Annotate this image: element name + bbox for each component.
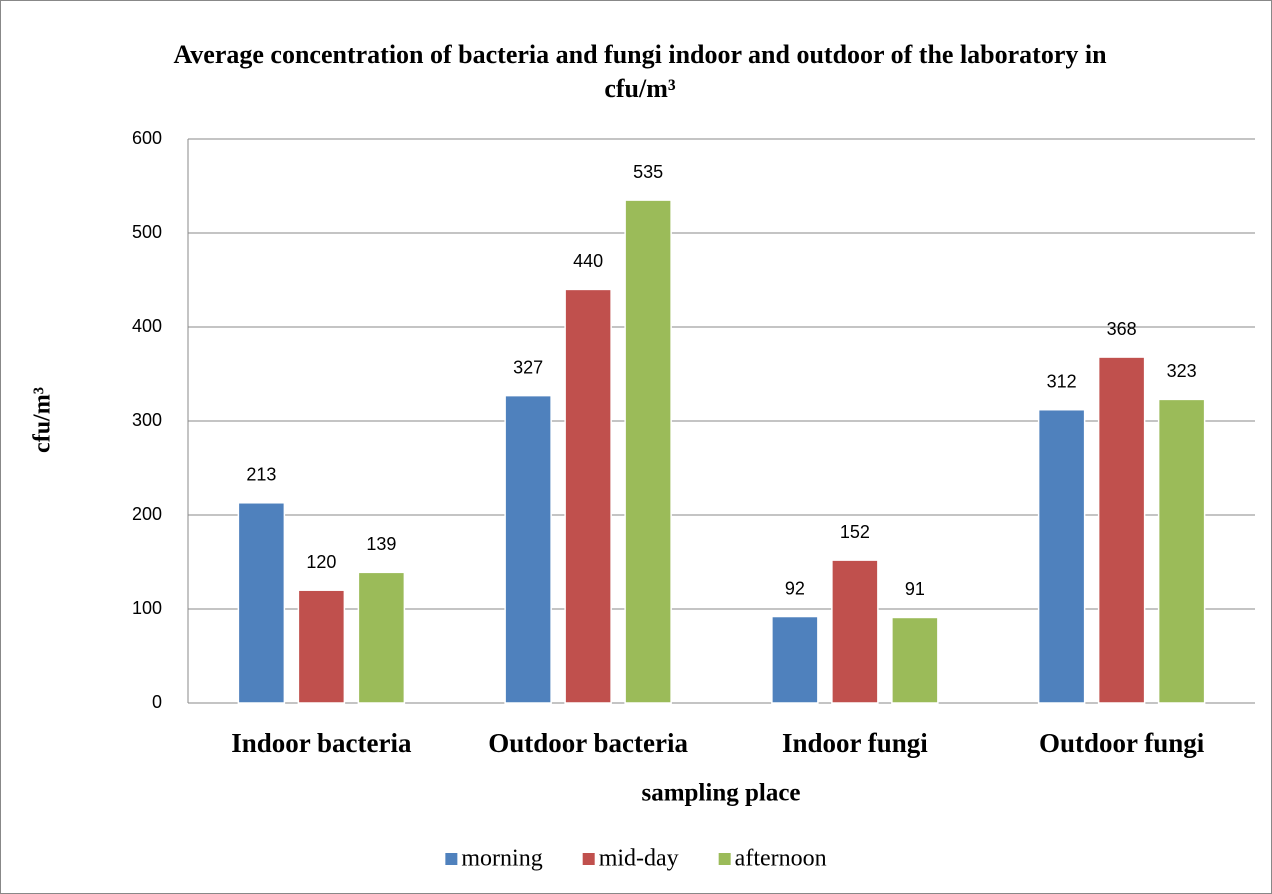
legend-swatch: [445, 853, 458, 865]
bar: [771, 615, 819, 704]
bar: [1037, 408, 1086, 704]
legend-swatch: [582, 853, 595, 865]
bar: [891, 616, 939, 704]
value-label: 213: [246, 465, 276, 485]
y-tick-label: 500: [132, 222, 162, 242]
y-tick-label: 600: [132, 128, 162, 148]
legend-label: afternoon: [735, 846, 827, 872]
value-label: 312: [1047, 371, 1077, 391]
bar: [624, 199, 672, 704]
y-tick-label: 0: [152, 692, 162, 712]
x-tick-label: Outdoor fungi: [1039, 728, 1205, 758]
chart-title: Average concentration of bacteria and fu…: [173, 40, 1107, 103]
legend-label: mid-day: [599, 846, 679, 872]
bar: [564, 288, 612, 704]
value-label: 152: [840, 522, 870, 542]
y-tick-label: 100: [132, 598, 162, 618]
legend-label: morning: [461, 846, 542, 872]
bar: [1097, 356, 1146, 704]
value-label: 440: [573, 251, 603, 271]
y-tick-label: 300: [132, 410, 162, 430]
value-label: 120: [306, 552, 336, 572]
bar: [357, 571, 406, 704]
value-label: 91: [905, 579, 925, 599]
bar: [1157, 398, 1206, 704]
value-label: 92: [785, 578, 805, 598]
bar: [237, 502, 286, 704]
legend-swatch: [718, 853, 731, 865]
x-tick-label: Indoor bacteria: [231, 728, 412, 758]
y-tick-label: 400: [132, 316, 162, 336]
value-label: 535: [633, 162, 663, 182]
value-label: 368: [1107, 319, 1137, 339]
y-tick-label: 200: [132, 504, 162, 524]
value-label: 139: [366, 534, 396, 554]
x-tick-label: Outdoor bacteria: [488, 728, 688, 758]
x-tick-label: Indoor fungi: [782, 728, 928, 758]
value-label: 323: [1167, 361, 1197, 381]
x-axis-title: sampling place: [641, 780, 800, 807]
value-label: 327: [513, 357, 543, 377]
y-axis-title: cfu/m³: [30, 387, 56, 453]
bar: [297, 589, 346, 704]
bar: [831, 559, 879, 704]
bar: [504, 394, 552, 704]
